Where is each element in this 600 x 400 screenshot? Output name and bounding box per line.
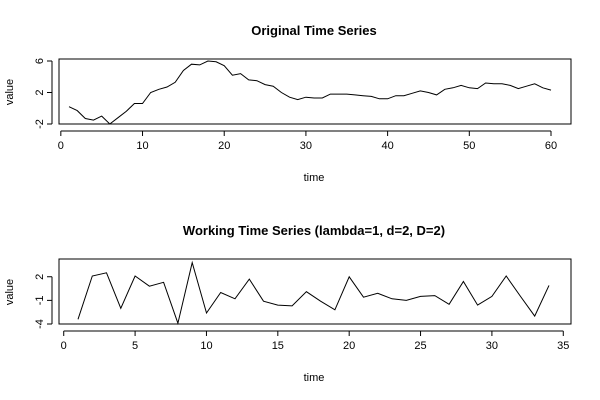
y-tick-label: 6 <box>34 58 46 64</box>
y-tick-label: 2 <box>34 89 46 95</box>
x-tick-label: 40 <box>381 140 393 152</box>
x-tick-label: 0 <box>61 340 67 352</box>
x-tick-label: 15 <box>272 340 284 352</box>
x-tick-label: 10 <box>200 340 212 352</box>
chart2-title: Working Time Series (lambda=1, d=2, D=2) <box>183 223 445 238</box>
chart1-series-line <box>68 60 552 125</box>
chart1-y-axis-label: value <box>4 79 16 105</box>
x-tick-label: 25 <box>414 340 426 352</box>
y-tick-label: -4 <box>34 319 46 329</box>
x-tick-label: 30 <box>300 140 312 152</box>
y-tick-label: 2 <box>34 274 46 280</box>
x-tick-label: 20 <box>343 340 355 352</box>
chart1-plot-frame <box>58 58 572 125</box>
x-tick-label: 10 <box>136 140 148 152</box>
x-tick-label: 20 <box>218 140 230 152</box>
x-tick-label: 0 <box>58 140 64 152</box>
chart1-title: Original Time Series <box>251 23 376 38</box>
y-tick-label: -1 <box>34 295 46 305</box>
chart1-x-axis: 0 10 20 30 40 50 60 <box>58 130 557 152</box>
chart1-y-axis: -2 2 6 <box>34 58 53 129</box>
x-tick-label: 60 <box>545 140 557 152</box>
chart2-x-axis-label: time <box>304 372 325 384</box>
chart1-x-axis-label: time <box>304 172 325 184</box>
chart2-y-axis-label: value <box>4 279 16 305</box>
chart2-y-axis: -4 -1 2 <box>34 274 53 329</box>
chart2-x-axis: 0 5 10 15 20 25 30 35 <box>61 330 569 352</box>
x-tick-label: 30 <box>486 340 498 352</box>
x-tick-label: 50 <box>463 140 475 152</box>
x-tick-label: 5 <box>132 340 138 352</box>
chart2-plot-frame <box>58 258 572 325</box>
chart2-series-line <box>77 260 550 325</box>
x-tick-label: 35 <box>557 340 569 352</box>
y-tick-label: -2 <box>34 119 46 129</box>
